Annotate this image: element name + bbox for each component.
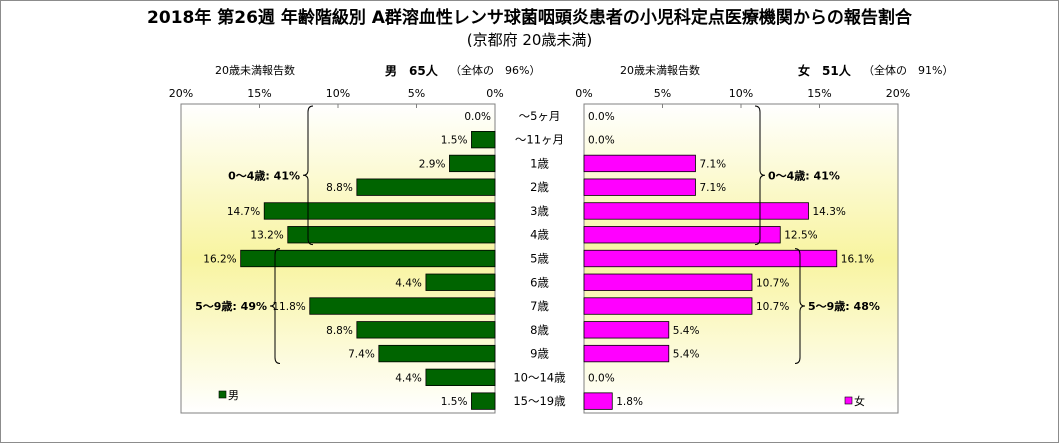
male-group-1-label: 5～9歳: 49%: [195, 299, 267, 313]
female-bar: [583, 249, 838, 268]
male-legend-label: 男: [228, 389, 239, 402]
male-value-label: 8.8%: [326, 182, 353, 194]
female-axis-tick-label: 10%: [729, 87, 753, 100]
category-label: 4歳: [530, 228, 549, 242]
male-header-label: 20歳未満報告数: [215, 64, 295, 77]
male-value-label: 14.7%: [227, 206, 260, 218]
female-bar: [583, 178, 696, 196]
female-axis-tick-label: 0%: [575, 87, 592, 100]
chart-title: 2018年 第26週 年齢階級別 A群溶血性レンサ球菌咽頭炎患者の小児科定点医療…: [147, 8, 912, 28]
male-value-label: 0.0%: [464, 111, 491, 123]
male-bar: [425, 273, 496, 291]
female-group-1-label: 5～9歳: 48%: [808, 299, 880, 313]
male-bar: [263, 202, 496, 220]
male-value-label: 8.8%: [326, 325, 353, 337]
male-value-label: 1.5%: [441, 396, 468, 408]
category-label: 1歳: [530, 156, 549, 170]
female-bar: [583, 202, 809, 220]
male-group-1-brace: [269, 248, 281, 364]
male-group-0-label: 0～4歳: 41%: [228, 168, 300, 182]
male-bar: [356, 321, 496, 339]
female-axis-tick-label: 5%: [654, 87, 671, 100]
female-bar: [583, 226, 781, 244]
female-value-label: 7.1%: [699, 158, 726, 170]
category-label: 9歳: [530, 347, 549, 361]
male-value-label: 4.4%: [395, 372, 422, 384]
female-bar: [583, 344, 670, 363]
female-bar: [583, 321, 670, 339]
male-axis-tick-label: 10%: [326, 87, 350, 100]
category-label: 2歳: [530, 180, 549, 194]
male-value-label: 16.2%: [203, 254, 236, 266]
female-value-label: 16.1%: [841, 254, 874, 266]
male-axis-tick-label: 20%: [169, 87, 193, 100]
category-label: 7歳: [530, 299, 549, 313]
male-bar: [309, 297, 496, 315]
female-legend-swatch: [844, 396, 853, 405]
female-value-label: 5.4%: [673, 325, 700, 337]
male-axis-tick-label: 5%: [408, 87, 425, 100]
male-value-label: 13.2%: [250, 230, 283, 242]
female-group-1-brace: [794, 248, 806, 364]
female-value-label: 0.0%: [588, 135, 615, 147]
female-value-label: 1.8%: [616, 396, 643, 408]
male-bar: [449, 154, 496, 173]
category-label: 15～19歳: [513, 394, 566, 408]
male-bar: [356, 178, 496, 196]
male-bar: [471, 392, 496, 410]
chart-subtitle: (京都府 20歳未満): [466, 31, 593, 49]
male-bar: [471, 131, 496, 149]
female-legend-label: 女: [854, 394, 865, 408]
male-header-share: （全体の 96%）: [450, 64, 541, 77]
male-value-label: 1.5%: [441, 135, 468, 147]
female-bar: [583, 154, 696, 173]
female-axis-tick-label: 15%: [807, 87, 831, 100]
category-label: 8歳: [530, 323, 549, 337]
female-bar: [583, 297, 753, 315]
female-value-label: 12.5%: [784, 230, 817, 242]
female-header-share: （全体の 91%）: [863, 64, 954, 77]
female-value-label: 10.7%: [756, 277, 789, 289]
male-legend-swatch: [218, 390, 227, 399]
female-value-label: 7.1%: [699, 182, 726, 194]
category-label: ～11ヶ月: [515, 133, 564, 147]
category-label: 5歳: [530, 252, 549, 266]
female-group-0-brace: [754, 105, 766, 246]
female-value-label: 0.0%: [588, 111, 615, 123]
female-header-count: 女 51人: [798, 64, 851, 78]
male-bar: [240, 249, 496, 268]
male-value-label: 11.8%: [272, 301, 305, 313]
male-value-label: 7.4%: [348, 349, 375, 361]
category-label: 6歳: [530, 275, 549, 289]
category-label: ～5ヶ月: [519, 109, 561, 123]
female-value-label: 0.0%: [588, 372, 615, 384]
female-axis-tick-label: 20%: [886, 87, 910, 100]
male-bar: [287, 226, 496, 244]
female-value-label: 10.7%: [756, 301, 789, 313]
female-bar: [583, 392, 613, 410]
female-group-0-label: 0～4歳: 41%: [768, 168, 840, 182]
category-label: 10～14歳: [513, 370, 566, 384]
female-value-label: 5.4%: [673, 349, 700, 361]
female-bar: [583, 273, 753, 291]
category-label: 3歳: [530, 204, 549, 218]
male-header-count: 男 65人: [385, 64, 438, 78]
male-value-label: 4.4%: [395, 277, 422, 289]
female-header-label: 20歳未満報告数: [620, 64, 700, 77]
male-bar: [378, 344, 496, 363]
male-axis-tick-label: 15%: [247, 87, 271, 100]
male-group-0-brace: [302, 105, 314, 246]
female-value-label: 14.3%: [813, 206, 846, 218]
male-axis-tick-label: 0%: [486, 87, 503, 100]
male-value-label: 2.9%: [419, 158, 446, 170]
male-bar: [425, 368, 496, 386]
